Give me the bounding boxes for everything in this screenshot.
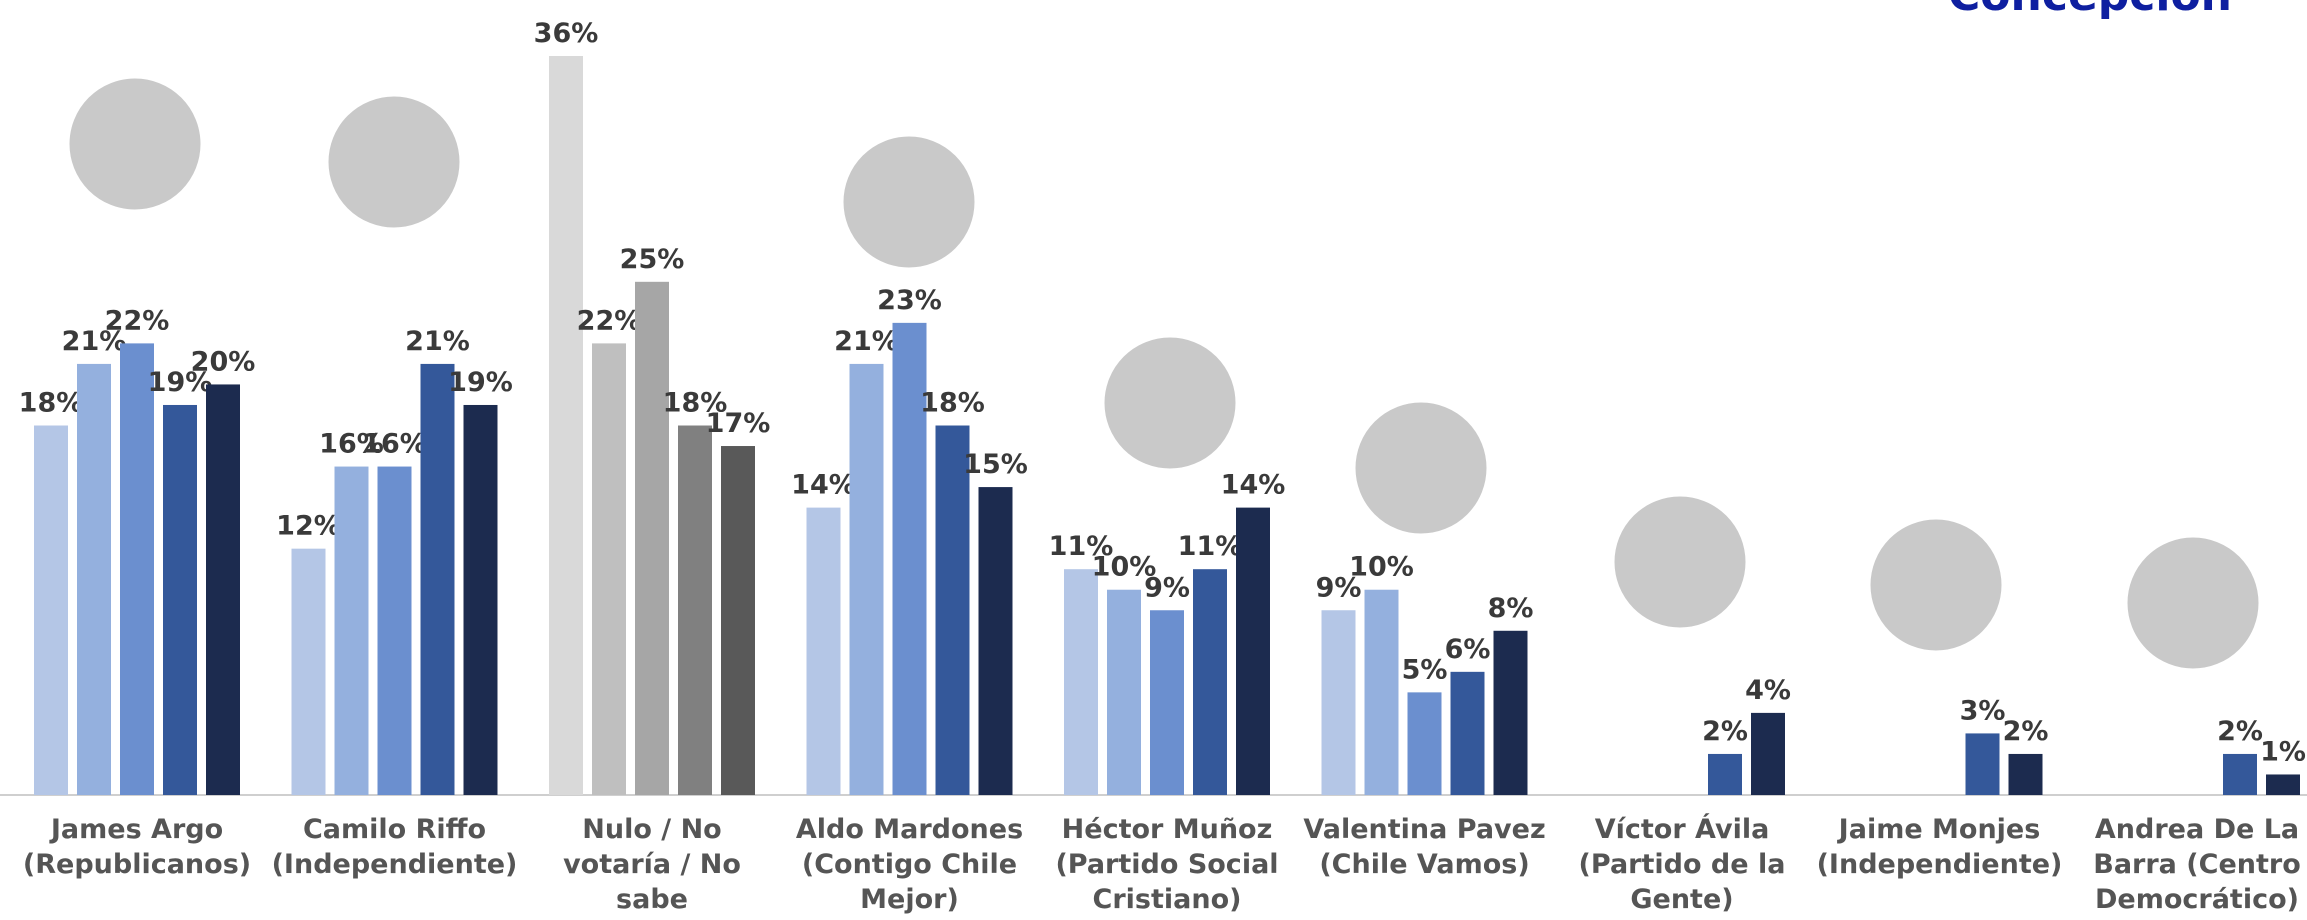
photo: [68, 77, 202, 211]
data-label: 22%: [577, 305, 642, 336]
bar: [807, 508, 841, 795]
bar: [1064, 569, 1098, 795]
data-label: 19%: [448, 367, 513, 398]
photo: [1613, 495, 1747, 629]
data-label: 2%: [1702, 716, 1748, 747]
bar: [850, 364, 884, 795]
x-tick-label: James Argo (Republicanos): [12, 812, 262, 882]
data-label: 2%: [2003, 716, 2049, 747]
photo: [2126, 536, 2260, 670]
x-tick-label: Nulo / No votaría / No sabe: [527, 812, 777, 917]
bar: [1451, 672, 1485, 795]
data-label: 12%: [276, 511, 341, 542]
data-label: 14%: [791, 470, 856, 501]
bar: [421, 364, 455, 795]
photo: [327, 95, 461, 229]
data-label: 20%: [191, 346, 256, 377]
bar: [378, 467, 412, 795]
bar: [163, 405, 197, 795]
data-label: 21%: [405, 326, 470, 357]
bar: [1408, 692, 1442, 795]
bar: [120, 343, 154, 795]
photo: [1103, 336, 1237, 470]
bar: [1193, 569, 1227, 795]
bar: [1236, 508, 1270, 795]
data-label: 22%: [105, 305, 170, 336]
bar: [1365, 590, 1399, 795]
data-label: 21%: [834, 326, 899, 357]
data-label: 14%: [1221, 470, 1286, 501]
x-tick-label: Camilo Riffo (Independiente): [270, 812, 520, 882]
bar: [1966, 733, 2000, 795]
x-tick-label: Valentina Pavez (Chile Vamos): [1300, 812, 1550, 882]
data-label: 5%: [1402, 654, 1448, 685]
data-label: 18%: [920, 388, 985, 419]
data-label: 3%: [1960, 695, 2006, 726]
bar: [979, 487, 1013, 795]
bar: [936, 426, 970, 796]
bar: [292, 549, 326, 795]
bar: [1107, 590, 1141, 795]
bar: [206, 384, 240, 795]
data-label: 25%: [620, 244, 685, 275]
data-label: 36%: [534, 18, 599, 49]
x-tick-label: Jaime Monjes (Independiente): [1815, 812, 2065, 882]
bar: [549, 56, 583, 795]
data-label: 18%: [19, 388, 84, 419]
bar: [1150, 610, 1184, 795]
data-label: 17%: [706, 408, 771, 439]
bar: [2266, 774, 2300, 795]
x-tick-label: Andrea De La Barra (Centro Democrático): [2072, 812, 2307, 917]
bar: [592, 343, 626, 795]
bar: [1494, 631, 1528, 795]
bar: [1751, 713, 1785, 795]
data-label: 10%: [1349, 552, 1414, 583]
x-tick-label: Aldo Mardones (Contigo Chile Mejor): [785, 812, 1035, 917]
bar: [678, 426, 712, 796]
bar: [34, 426, 68, 796]
data-label: 23%: [877, 285, 942, 316]
photo: [1354, 401, 1488, 535]
data-label: 2%: [2217, 716, 2263, 747]
data-label: 6%: [1445, 634, 1491, 665]
bar: [2009, 754, 2043, 795]
bar: [1322, 610, 1356, 795]
data-label: 16%: [362, 429, 427, 460]
x-tick-label: Héctor Muñoz (Partido Social Cristiano): [1042, 812, 1292, 917]
data-label: 4%: [1745, 675, 1791, 706]
bar: [464, 405, 498, 795]
bar: [335, 467, 369, 795]
photo: [842, 135, 976, 269]
bar: [721, 446, 755, 795]
data-label: 1%: [2260, 736, 2306, 767]
x-tick-label: Víctor Ávila (Partido de la Gente): [1557, 812, 1807, 917]
bar: [1708, 754, 1742, 795]
bar: [635, 282, 669, 795]
photo: [1869, 518, 2003, 652]
data-label: 15%: [963, 449, 1028, 480]
chart-title: Concepción: [1948, 0, 2232, 21]
data-label: 8%: [1488, 593, 1534, 624]
data-label: 11%: [1178, 531, 1243, 562]
bar: [77, 364, 111, 795]
bar: [2223, 754, 2257, 795]
data-label: 9%: [1144, 572, 1190, 603]
